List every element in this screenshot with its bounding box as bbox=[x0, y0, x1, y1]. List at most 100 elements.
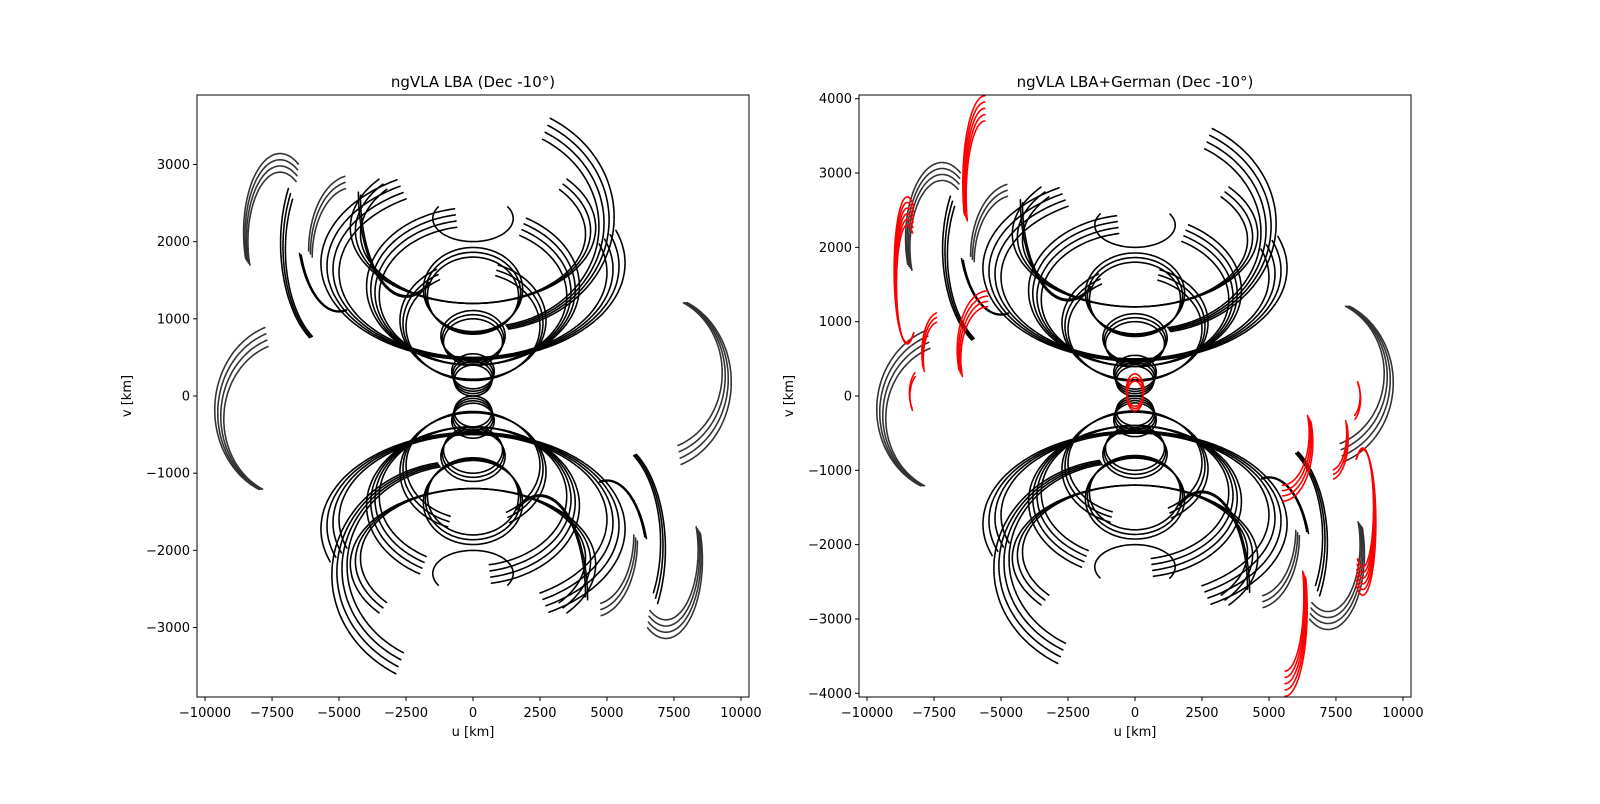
y-tick-label: 4000 bbox=[819, 92, 852, 107]
uv-track bbox=[994, 199, 1276, 361]
uv-track bbox=[244, 159, 299, 263]
uv-track bbox=[962, 94, 986, 215]
uv-track bbox=[598, 479, 648, 540]
y-axis-label: v [km] bbox=[782, 375, 797, 417]
uv-track bbox=[893, 195, 915, 344]
uv-track bbox=[680, 301, 732, 466]
uv-track bbox=[245, 165, 298, 265]
uv-track bbox=[1341, 305, 1391, 457]
x-tick-label: −5000 bbox=[979, 706, 1023, 721]
x-tick-label: −7500 bbox=[912, 706, 956, 721]
uv-track bbox=[1340, 305, 1388, 451]
x-tick-label: 0 bbox=[469, 706, 477, 721]
uv-track bbox=[1339, 305, 1385, 445]
uv-track bbox=[1061, 411, 1209, 523]
uv-track bbox=[515, 494, 589, 601]
uv-track bbox=[1112, 354, 1158, 390]
y-tick-label: −2000 bbox=[808, 538, 852, 553]
x-tick-label: 0 bbox=[1131, 706, 1139, 721]
uv-track bbox=[1103, 426, 1167, 476]
uv-tracks bbox=[214, 117, 732, 675]
uv-track bbox=[516, 495, 587, 598]
y-tick-label: 3000 bbox=[157, 158, 190, 173]
uv-track bbox=[1008, 463, 1103, 644]
y-tick-label: −2000 bbox=[146, 544, 190, 559]
uv-track bbox=[973, 195, 1009, 263]
y-tick-label: 1000 bbox=[819, 315, 852, 330]
uv-track bbox=[921, 312, 938, 368]
uv-track bbox=[1284, 577, 1308, 698]
uv-track bbox=[440, 430, 506, 483]
uv-track bbox=[964, 113, 986, 220]
uv-track bbox=[907, 173, 960, 270]
x-tick-label: 5000 bbox=[1252, 706, 1285, 721]
uv-track bbox=[279, 187, 311, 339]
uv-track bbox=[648, 527, 701, 627]
uv-track bbox=[599, 534, 635, 605]
uv-track bbox=[341, 464, 440, 661]
uv-track bbox=[506, 124, 610, 329]
x-tick-label: 10000 bbox=[1382, 706, 1423, 721]
uv-track bbox=[307, 175, 346, 252]
chart-title: ngVLA LBA (Dec -10°) bbox=[391, 73, 555, 91]
uv-track bbox=[399, 264, 547, 380]
uv-track bbox=[440, 309, 506, 362]
uv-track bbox=[357, 191, 431, 298]
uv-track bbox=[441, 428, 505, 479]
y-axis-ticks: −4000 −3000 −2000 −1000 0 1000 2000 3000 4000 bbox=[808, 92, 859, 702]
uv-track bbox=[338, 198, 608, 359]
uv-track bbox=[635, 453, 667, 605]
x-tick-label: −7500 bbox=[250, 706, 294, 721]
uv-track bbox=[1094, 213, 1176, 249]
uv-track bbox=[633, 454, 662, 594]
y-tick-label: −3000 bbox=[146, 621, 190, 636]
x-tick-label: −2500 bbox=[384, 706, 428, 721]
uv-track bbox=[1000, 432, 1270, 587]
uv-track bbox=[1103, 316, 1167, 366]
panel-ngvla-lba-german: ngVLA LBA+German (Dec -10°) −10000 −7500−… bbox=[782, 73, 1424, 740]
uv-track bbox=[600, 537, 637, 611]
uv-track bbox=[971, 189, 1008, 260]
uv-track bbox=[879, 335, 929, 487]
uv-track bbox=[1036, 226, 1234, 368]
uv-track bbox=[1355, 448, 1377, 597]
uv-track bbox=[1011, 484, 1259, 606]
uv-track bbox=[634, 454, 664, 599]
uv-track bbox=[1332, 424, 1349, 480]
uv-track bbox=[876, 329, 928, 487]
uv-track bbox=[374, 425, 572, 572]
uv-tracks bbox=[876, 94, 1394, 698]
uv-track bbox=[242, 152, 300, 261]
uv-track bbox=[441, 313, 505, 364]
x-tick-label: −10000 bbox=[179, 706, 231, 721]
uv-track bbox=[311, 187, 347, 258]
y-axis-ticks: −3000 −2000 −1000 0 1000 2000 3000 bbox=[146, 158, 197, 636]
uv-track bbox=[906, 167, 961, 268]
uv-track bbox=[962, 101, 986, 217]
uv-track bbox=[506, 131, 605, 328]
y-tick-label: 3000 bbox=[819, 167, 852, 182]
uv-track bbox=[432, 549, 514, 586]
uv-track bbox=[349, 178, 597, 305]
uv-track bbox=[679, 302, 729, 459]
x-tick-label: 10000 bbox=[720, 706, 761, 721]
uv-track bbox=[993, 459, 1101, 665]
uv-track bbox=[1112, 402, 1158, 438]
uv-track bbox=[1261, 529, 1297, 597]
uv-track bbox=[332, 191, 614, 359]
uv-track bbox=[298, 252, 348, 313]
uv-track bbox=[282, 193, 312, 338]
uv-track bbox=[1342, 305, 1394, 463]
uv-track bbox=[432, 206, 514, 243]
uv-track bbox=[958, 300, 989, 376]
uv-track bbox=[1167, 148, 1262, 329]
uv-track bbox=[1168, 141, 1267, 330]
uv-track bbox=[677, 302, 723, 447]
uv-track bbox=[998, 460, 1102, 658]
uv-track bbox=[994, 431, 1276, 593]
x-tick-label: −2500 bbox=[1046, 706, 1090, 721]
uv-track bbox=[346, 466, 441, 654]
uv-track bbox=[1036, 424, 1234, 566]
uv-track bbox=[1262, 534, 1301, 609]
